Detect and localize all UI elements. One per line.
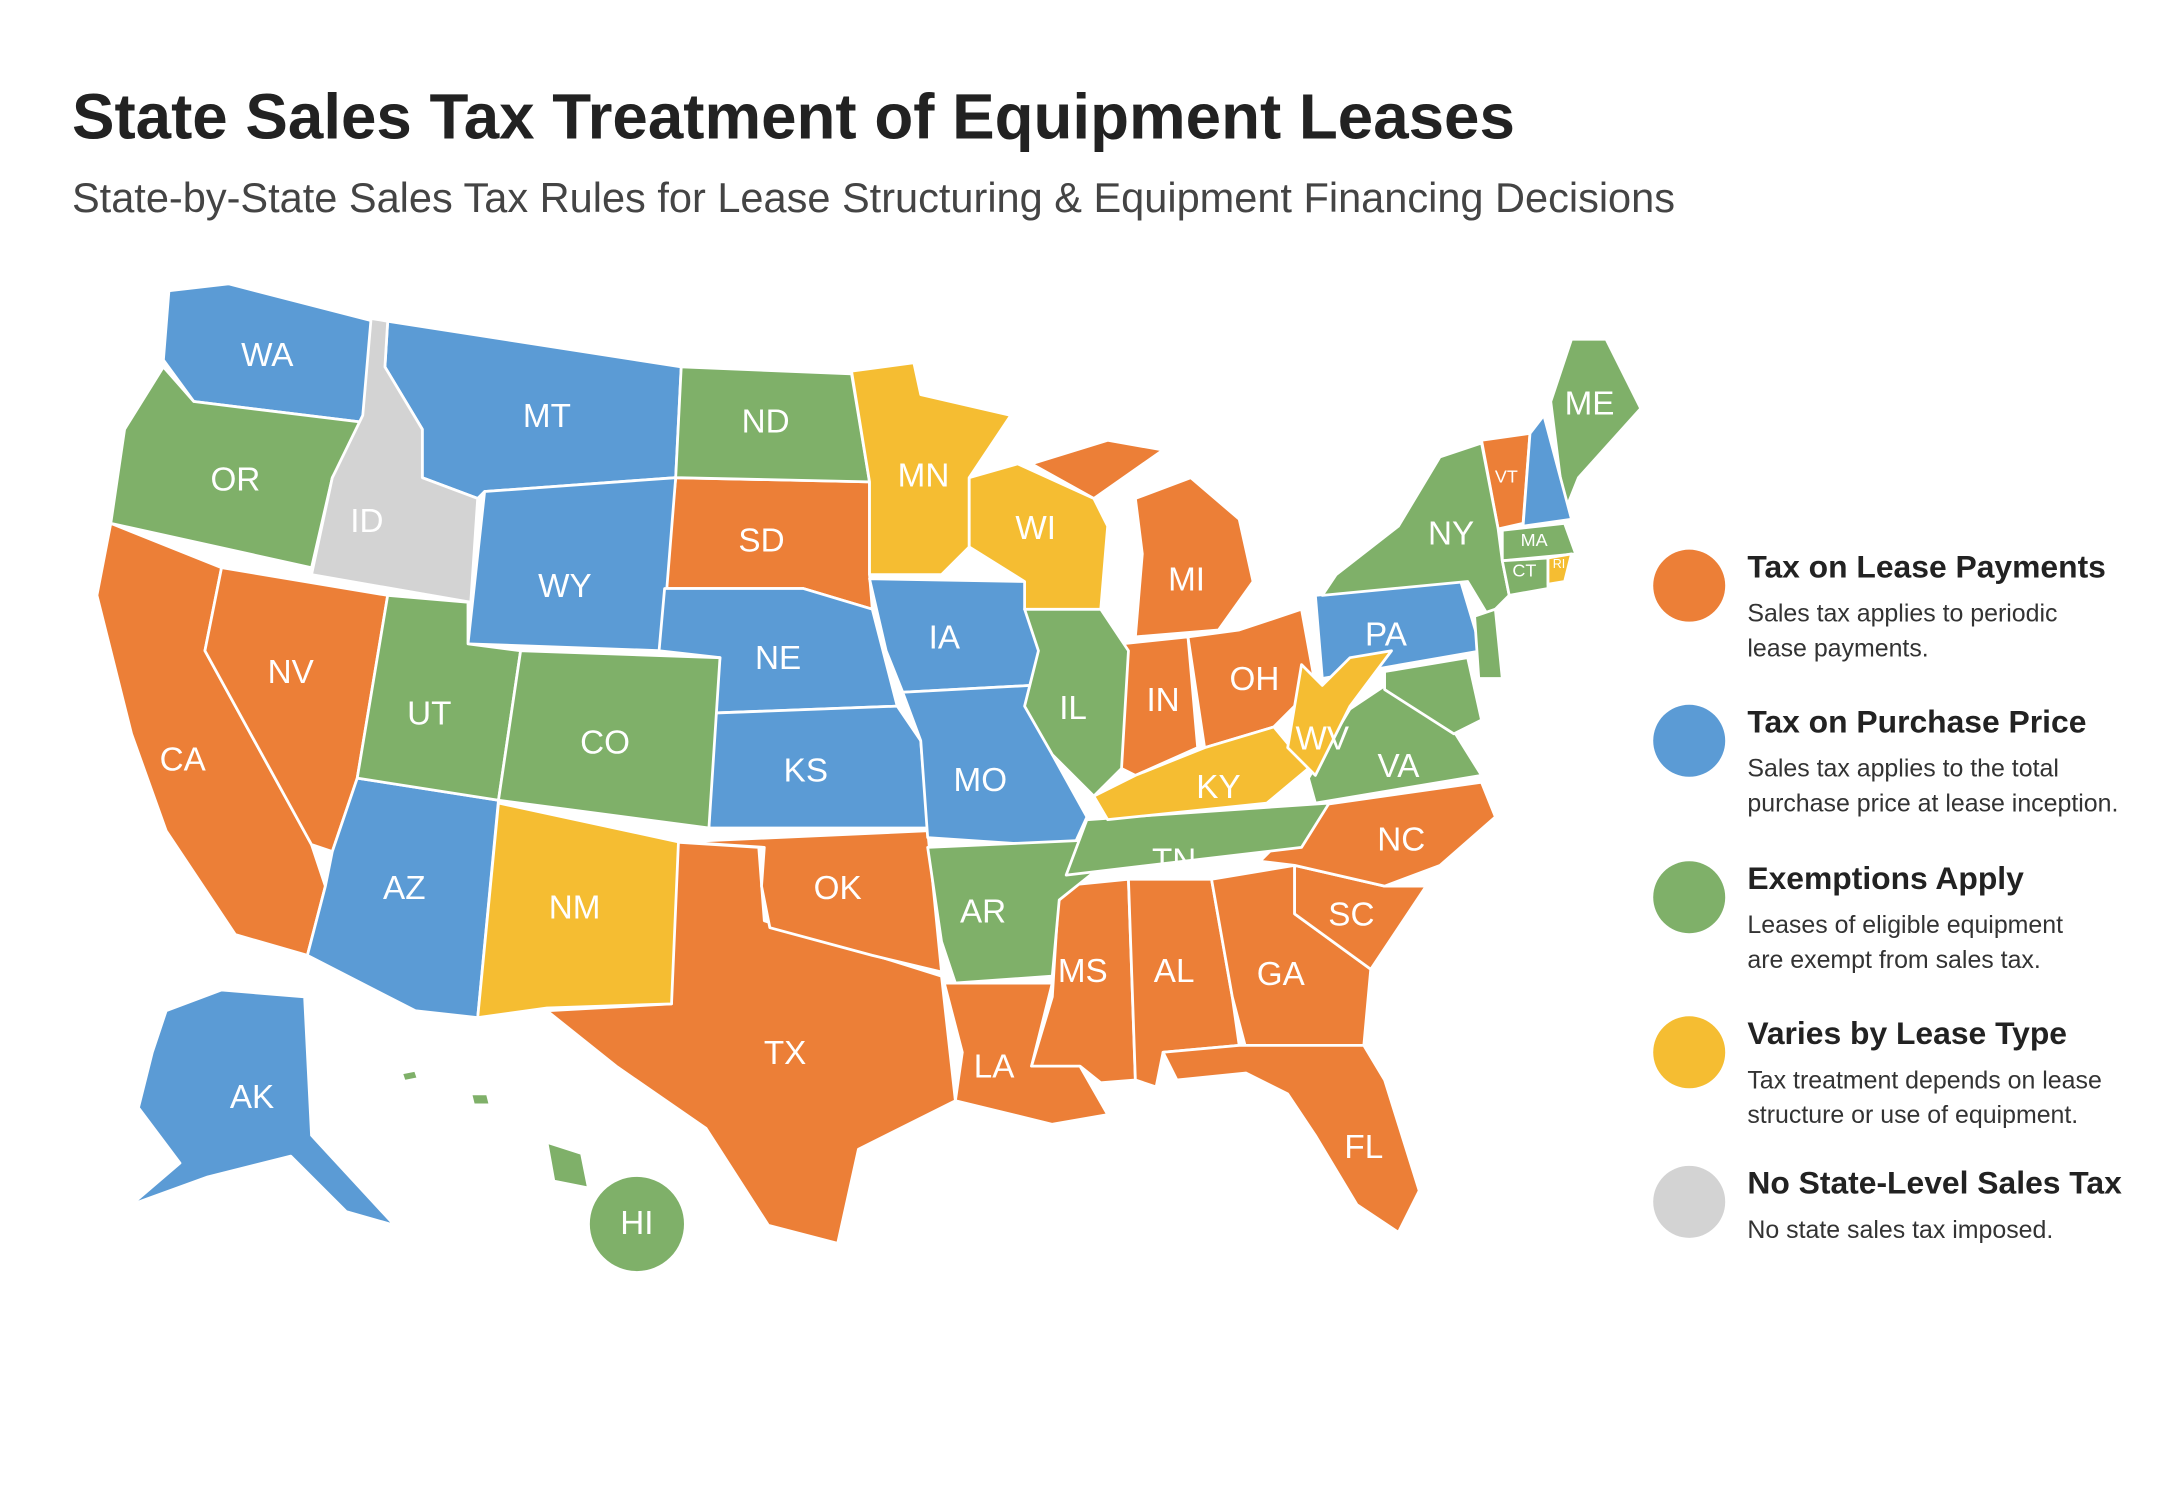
subtitle: State-by-State Sales Tax Rules for Lease… [72,174,1675,221]
state [130,988,396,1227]
legend-swatch [1653,704,1726,777]
legend-swatch [1653,1016,1726,1089]
state-label: MS [1058,953,1108,990]
state-label: CO [580,725,630,762]
state [1383,656,1483,736]
legend-description: lease payments. [1747,634,1928,662]
state-label: NV [268,654,315,691]
state [942,981,1110,1126]
state-label: NM [549,889,601,926]
state [466,476,678,653]
legend-label: Tax on Purchase Price [1747,703,2086,739]
state [497,649,722,830]
states [95,282,1643,1274]
state [1500,556,1550,597]
state [1521,413,1573,528]
state-label: CA [160,741,207,778]
legend-description: are exempt from sales tax. [1747,946,2040,974]
state-labels: CA NV SD MI IN OH VT TX OK LA MS AL GA S… [160,337,1615,1242]
legend-description: Tax treatment depends on lease [1747,1066,2101,1094]
legend-swatch [1653,549,1726,622]
state-label: WA [241,337,294,374]
state [1030,438,1255,639]
island [400,1068,590,1190]
state-label: GA [1257,956,1306,993]
state [1549,337,1643,514]
state-label: RI [1553,557,1565,571]
state-label: WY [538,568,592,605]
state-label: PA [1365,617,1408,654]
state-label: VT [1495,466,1518,486]
state-label: AL [1154,953,1195,990]
legend-description: Leases of eligible equipment [1747,911,2063,939]
state-label: ND [742,403,790,440]
state [1473,607,1504,680]
state-label: OK [814,870,862,907]
state [545,840,957,1245]
state-label: TX [764,1035,806,1072]
state-label: MO [954,762,1008,799]
state-label: SD [738,523,784,560]
state-label: AK [230,1079,274,1116]
state-label: OR [210,462,260,499]
state-label: IN [1146,682,1179,719]
legend-description: Sales tax applies to the total [1747,755,2059,783]
state-label: AZ [383,870,425,907]
state-label: IL [1059,690,1087,727]
state [1064,801,1331,877]
state-label: WI [1015,510,1056,547]
state-label: MT [523,398,571,435]
state [1500,521,1578,563]
state-label: LA [974,1049,1015,1086]
state [310,317,480,604]
state [967,462,1110,611]
state-label: OH [1230,661,1280,698]
legend-swatch [1653,861,1726,934]
state-label: KY [1196,769,1240,806]
state-label: WV [1296,721,1350,758]
state-label: NC [1377,822,1425,859]
state [1286,649,1393,777]
state-label: FL [1344,1129,1383,1166]
state-label: NE [755,640,801,677]
state-label: SC [1328,896,1374,933]
state [476,801,680,1020]
title: State Sales Tax Treatment of Equipment L… [72,81,1515,152]
state-label: AR [960,894,1006,931]
legend-description: No state sales tax imposed. [1747,1216,2053,1244]
state [1161,1043,1421,1234]
legend-description: structure or use of equipment. [1747,1101,2078,1129]
state-label: MI [1168,561,1205,598]
legend-swatch [1653,1165,1726,1238]
state-label: ID [350,503,383,540]
state-label: NY [1428,516,1474,553]
legend-label: Exemptions Apply [1747,860,2024,896]
state-label: MA [1521,530,1548,550]
legend-label: No State-Level Sales Tax [1747,1165,2122,1201]
state-label: TN [1152,842,1196,879]
state-label: IA [929,619,961,656]
state-label: MN [898,457,950,494]
state-label: KS [784,752,828,789]
state [587,1174,687,1274]
legend-description: purchase price at lease inception. [1747,789,2118,817]
legend-description: Sales tax applies to periodic [1747,600,2057,628]
legend-label: Varies by Lease Type [1747,1015,2067,1051]
state [1546,552,1573,586]
state-label: ME [1565,385,1615,422]
legend-label: Tax on Lease Payments [1747,548,2106,584]
state-label: HI [620,1205,653,1242]
state-label: CT [1512,561,1536,581]
state-label: VA [1378,748,1421,785]
state-label: UT [407,696,451,733]
legend: Tax on Lease Payments Sales tax applies t… [1653,548,2122,1244]
